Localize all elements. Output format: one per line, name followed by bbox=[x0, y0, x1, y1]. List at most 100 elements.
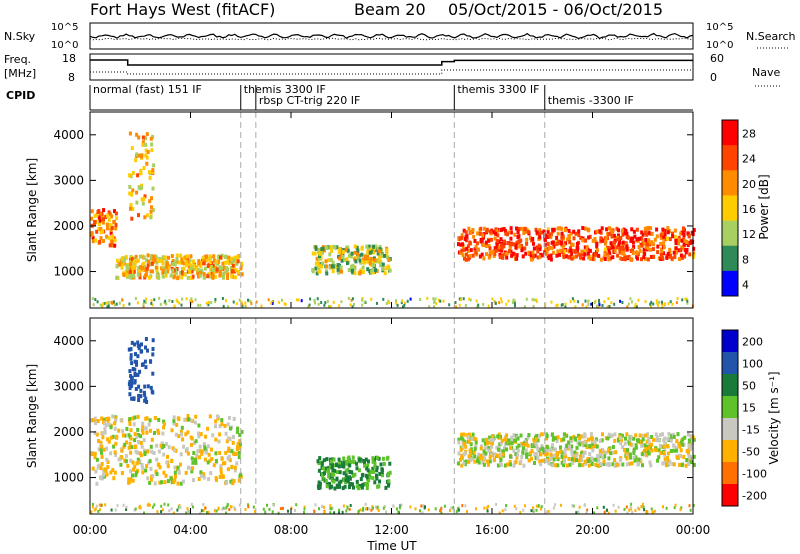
echo-cell bbox=[598, 448, 602, 453]
echo-cell bbox=[629, 238, 633, 243]
echo-cell bbox=[614, 450, 618, 455]
echo-cell bbox=[327, 474, 331, 479]
echo-cell bbox=[215, 259, 219, 264]
ground-scatter-cell bbox=[469, 298, 472, 302]
echo-cell bbox=[326, 468, 330, 473]
echo-cell bbox=[107, 235, 111, 240]
ground-scatter-cell bbox=[137, 301, 139, 305]
ground-scatter-cell bbox=[91, 502, 94, 506]
ground-scatter-cell bbox=[606, 508, 608, 512]
ground-scatter-cell bbox=[573, 299, 576, 303]
echo-cell bbox=[183, 272, 187, 277]
ground-scatter-cell bbox=[351, 305, 354, 309]
echo-cell bbox=[558, 252, 561, 257]
echo-cell bbox=[237, 478, 241, 483]
colorbar-tick-label: 24 bbox=[742, 153, 756, 166]
echo-cell bbox=[473, 459, 477, 464]
echo-cell bbox=[366, 463, 370, 468]
echo-cell bbox=[137, 135, 141, 140]
echo-cell bbox=[141, 430, 145, 435]
ground-scatter-cell bbox=[607, 297, 610, 301]
ground-scatter-cell bbox=[587, 299, 590, 303]
echo-cell bbox=[130, 257, 134, 262]
echo-cell bbox=[557, 239, 561, 244]
ground-scatter-cell bbox=[477, 303, 480, 307]
ground-scatter-cell bbox=[110, 300, 113, 304]
echo-cell bbox=[330, 465, 334, 470]
ground-scatter-cell bbox=[662, 505, 664, 509]
echo-cell bbox=[595, 444, 599, 449]
echo-cell bbox=[162, 444, 166, 448]
ground-scatter-cell bbox=[536, 299, 538, 303]
echo-cell bbox=[689, 460, 693, 465]
ground-scatter-cell bbox=[225, 511, 228, 515]
echo-cell bbox=[204, 434, 208, 439]
echo-cell bbox=[531, 237, 535, 241]
echo-cell bbox=[644, 244, 648, 249]
echo-cell bbox=[189, 435, 193, 440]
ground-scatter-cell bbox=[349, 504, 352, 507]
ground-scatter-cell bbox=[619, 299, 622, 303]
echo-cell bbox=[496, 434, 500, 439]
echo-cell bbox=[332, 479, 336, 484]
echo-cell bbox=[482, 235, 485, 240]
echo-cell bbox=[574, 249, 578, 254]
echo-cell bbox=[637, 461, 641, 466]
echo-cell bbox=[572, 255, 576, 260]
echo-cell bbox=[161, 431, 165, 436]
echo-cell bbox=[587, 463, 591, 468]
echo-cell bbox=[375, 465, 379, 470]
echo-cell bbox=[474, 440, 478, 445]
echo-cell bbox=[95, 481, 99, 486]
echo-cell bbox=[669, 433, 673, 438]
echo-cell bbox=[686, 231, 690, 236]
echo-cell bbox=[522, 231, 526, 236]
echo-cell bbox=[634, 433, 638, 438]
ground-scatter-cell bbox=[172, 511, 175, 515]
echo-cell bbox=[131, 473, 134, 478]
ground-scatter-cell bbox=[523, 305, 526, 309]
echo-cell bbox=[182, 261, 186, 266]
echo-cell bbox=[186, 275, 190, 280]
echo-cell bbox=[539, 230, 543, 235]
ground-scatter-cell bbox=[314, 301, 317, 305]
echo-cell bbox=[179, 253, 183, 258]
echo-cell bbox=[349, 460, 353, 464]
echo-cell bbox=[629, 455, 633, 460]
echo-cell bbox=[651, 247, 655, 252]
echo-cell bbox=[478, 254, 482, 259]
echo-cell bbox=[212, 263, 216, 268]
echo-cell bbox=[143, 359, 147, 364]
echo-cell bbox=[509, 454, 512, 459]
echo-cell bbox=[102, 447, 106, 452]
echo-cell bbox=[360, 245, 364, 250]
echo-cell bbox=[499, 237, 503, 242]
ground-scatter-cell bbox=[556, 303, 559, 307]
echo-cell bbox=[458, 236, 462, 241]
echo-cell bbox=[214, 451, 218, 456]
echo-cell bbox=[200, 451, 204, 456]
echo-cell bbox=[685, 248, 689, 252]
echo-cell bbox=[103, 427, 107, 431]
echo-cell bbox=[318, 253, 321, 258]
echo-cell bbox=[191, 466, 195, 471]
ground-scatter-cell bbox=[307, 305, 310, 309]
ground-scatter-cell bbox=[351, 297, 354, 301]
ground-scatter-cell bbox=[661, 305, 664, 309]
echo-cell bbox=[132, 269, 136, 274]
echo-cell bbox=[616, 253, 620, 258]
ground-scatter-cell bbox=[90, 510, 93, 514]
echo-cell bbox=[152, 163, 156, 168]
echo-cell bbox=[137, 384, 141, 389]
ground-scatter-cell bbox=[197, 303, 200, 307]
echo-cell bbox=[93, 416, 97, 421]
ground-scatter-cell bbox=[486, 509, 489, 513]
echo-cell bbox=[534, 437, 538, 442]
echo-cell bbox=[559, 438, 563, 442]
echo-cell bbox=[666, 461, 670, 465]
echo-cell bbox=[114, 452, 118, 457]
echo-cell bbox=[227, 261, 231, 266]
ground-scatter-cell bbox=[247, 298, 249, 302]
echo-cell bbox=[540, 253, 544, 258]
echo-cell bbox=[238, 446, 242, 451]
